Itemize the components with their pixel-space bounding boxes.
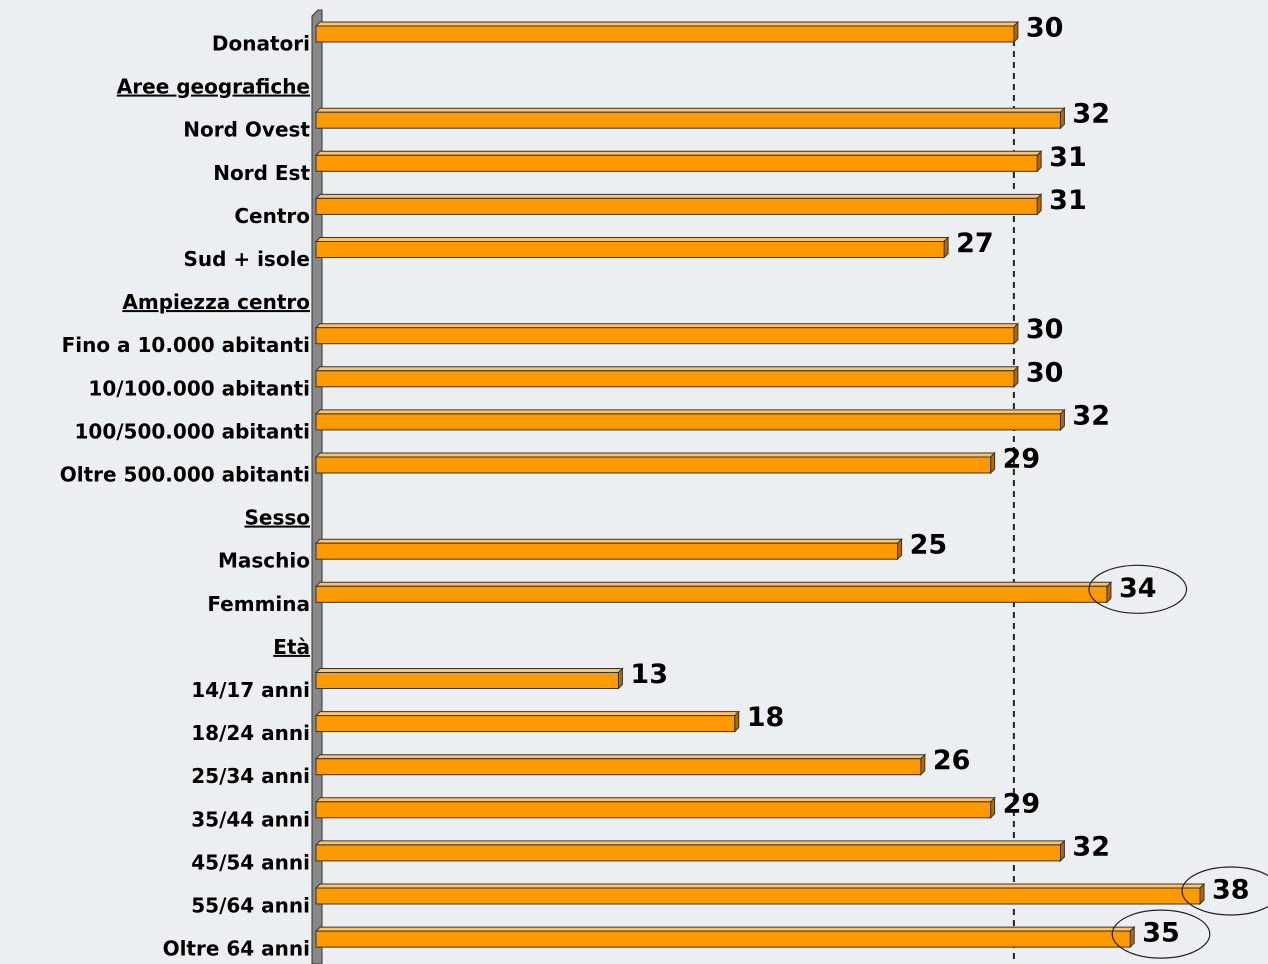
bar-end xyxy=(1013,322,1019,345)
bar xyxy=(315,930,1131,948)
value-label: 34 xyxy=(1119,573,1157,604)
section-label: Età xyxy=(273,635,310,659)
bar-top xyxy=(314,193,1043,199)
category-label: 25/34 anni xyxy=(191,764,310,788)
bar xyxy=(315,413,1061,431)
category-label: Fino a 10.000 abitanti xyxy=(62,333,310,357)
bar xyxy=(315,585,1108,603)
value-label: 26 xyxy=(933,745,971,776)
bar-top xyxy=(314,581,1113,587)
bar xyxy=(315,327,1015,345)
bar xyxy=(315,370,1015,388)
category-label: Oltre 500.000 abitanti xyxy=(60,463,310,487)
category-label: 55/64 anni xyxy=(191,894,310,918)
bar-end xyxy=(1199,882,1205,906)
bar-top xyxy=(314,797,996,803)
highlight-circle xyxy=(1088,564,1188,614)
category-label: Femmina xyxy=(207,592,310,616)
bar-end xyxy=(1036,193,1042,216)
bar-top xyxy=(314,711,740,717)
bar-top xyxy=(314,150,1043,156)
bar-top xyxy=(314,926,1136,932)
bar xyxy=(315,111,1061,129)
value-label: 30 xyxy=(1026,13,1064,44)
bar xyxy=(315,197,1038,215)
bar xyxy=(315,887,1201,905)
bar-end xyxy=(1036,150,1042,173)
value-label: 31 xyxy=(1049,185,1087,216)
bar-top xyxy=(314,21,1020,27)
bar xyxy=(315,715,736,733)
bar xyxy=(315,844,1061,862)
bar xyxy=(315,456,992,474)
value-label: 27 xyxy=(956,228,994,259)
bar-top xyxy=(314,538,903,544)
value-label: 35 xyxy=(1142,918,1180,949)
value-label: 31 xyxy=(1049,142,1087,173)
bar-end xyxy=(1106,581,1112,604)
bar xyxy=(315,758,922,776)
section-label: Ampiezza centro xyxy=(122,290,310,314)
category-label: Maschio xyxy=(218,549,310,573)
bar-top xyxy=(314,237,950,242)
category-label: 14/17 anni xyxy=(191,678,310,702)
bar xyxy=(315,801,992,819)
value-label: 32 xyxy=(1072,400,1110,431)
bar xyxy=(315,154,1038,172)
value-label: 29 xyxy=(1003,788,1041,819)
bar-end xyxy=(1059,408,1065,432)
value-label: 30 xyxy=(1026,314,1064,345)
bar-end xyxy=(1059,839,1065,863)
category-label: Sud + isole xyxy=(183,247,310,271)
category-label: Donatori xyxy=(212,32,310,56)
bar-end xyxy=(617,667,623,690)
section-label: Aree geografiche xyxy=(117,75,310,99)
category-label: 100/500.000 abitanti xyxy=(75,419,311,443)
value-label: 29 xyxy=(1003,444,1041,475)
bar-top xyxy=(314,107,1066,113)
bar xyxy=(315,672,619,689)
bar xyxy=(315,542,899,560)
bar-end xyxy=(943,236,949,259)
bar-end xyxy=(990,796,996,820)
bar xyxy=(315,25,1015,43)
value-label: 38 xyxy=(1212,875,1250,906)
category-label: 45/54 anni xyxy=(191,850,310,874)
category-label: Centro xyxy=(234,204,310,228)
bar-top xyxy=(314,840,1066,846)
category-label: 18/24 anni xyxy=(191,721,310,745)
bar-end xyxy=(1059,106,1065,130)
category-label: Oltre 64 anni xyxy=(163,937,310,961)
value-label: 13 xyxy=(630,659,668,690)
bar-top xyxy=(314,754,927,760)
bar-end xyxy=(734,710,740,733)
bar-top xyxy=(314,883,1206,889)
bar xyxy=(315,241,945,258)
highlight-circle xyxy=(1111,909,1211,959)
bar-end xyxy=(920,753,926,776)
value-label: 18 xyxy=(747,702,785,733)
category-label: Nord Ovest xyxy=(183,118,310,142)
category-label: 35/44 anni xyxy=(191,807,310,831)
bar-end xyxy=(1013,365,1019,389)
bar-top xyxy=(314,323,1020,329)
value-label: 30 xyxy=(1026,357,1064,388)
bar-top xyxy=(314,409,1066,415)
value-label: 32 xyxy=(1072,831,1110,862)
bar-top xyxy=(314,366,1020,372)
bar-top xyxy=(314,668,624,673)
category-label: Nord Est xyxy=(213,161,310,185)
bar-end xyxy=(897,537,903,561)
bar-end xyxy=(990,451,996,475)
value-label: 25 xyxy=(910,530,948,561)
bar-top xyxy=(314,452,996,458)
value-label: 32 xyxy=(1072,99,1110,130)
category-label: 10/100.000 abitanti xyxy=(88,376,310,400)
bar-end xyxy=(1129,925,1135,949)
bar-end xyxy=(1013,20,1019,44)
highlight-circle xyxy=(1181,866,1268,916)
section-label: Sesso xyxy=(244,506,310,530)
